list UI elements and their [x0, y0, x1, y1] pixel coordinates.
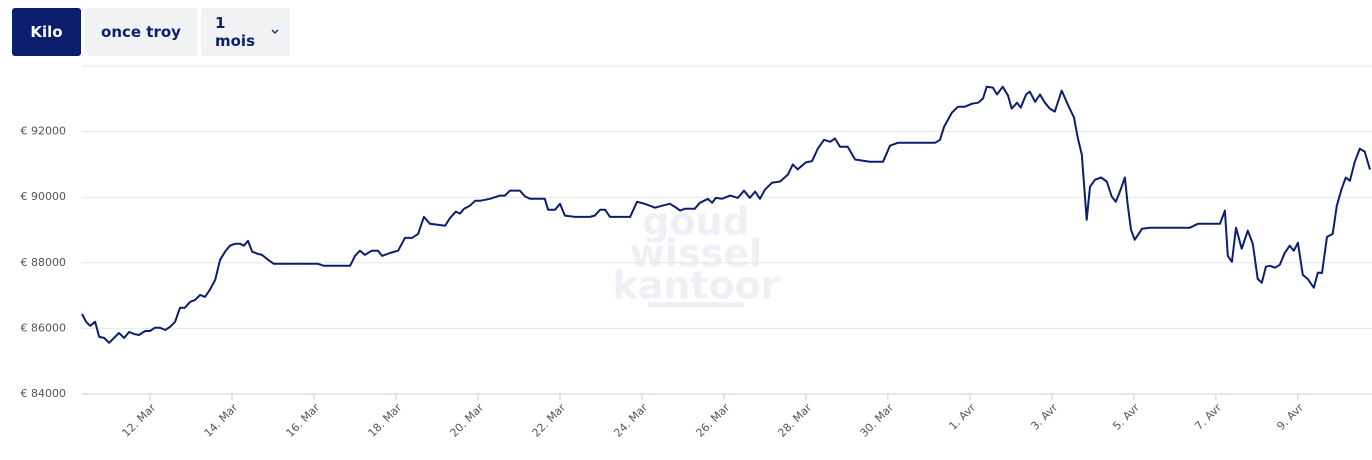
watermark: wissel	[630, 232, 762, 276]
x-tick-label: 16. Mar	[284, 401, 323, 440]
x-tick-label: 5. Avr	[1110, 401, 1142, 433]
period-label: 1 mois	[215, 14, 256, 50]
unit-button[interactable]: Kilo	[12, 8, 81, 56]
x-tick-label: 28. Mar	[775, 401, 814, 440]
x-tick-label: 14. Mar	[202, 401, 241, 440]
watermark-bar	[648, 302, 744, 307]
unit-button[interactable]: once troy	[85, 8, 197, 56]
x-tick-label: 22. Mar	[530, 401, 569, 440]
controls: Kilo once troy 1 mois	[12, 8, 290, 56]
y-tick-label: € 84000	[21, 387, 67, 400]
y-tick-label: € 92000	[21, 125, 67, 138]
y-tick-label: € 88000	[21, 256, 67, 269]
chevron	[271, 29, 279, 34]
x-tick-label: 1. Avr	[946, 401, 978, 433]
y-tick-label: € 86000	[21, 321, 67, 334]
x-tick-label: 18. Mar	[366, 401, 405, 440]
x-tick-label: 9. Avr	[1274, 401, 1306, 433]
price-line	[81, 85, 1371, 344]
watermark: kantoor	[612, 264, 779, 308]
x-tick-label: 12. Mar	[120, 401, 159, 440]
x-tick-label: 7. Avr	[1192, 401, 1224, 433]
x-tick-label: 26. Mar	[693, 401, 732, 440]
y-tick-label: € 90000	[21, 190, 67, 203]
x-tick-label: 3. Avr	[1028, 401, 1060, 433]
period-select[interactable]: 1 mois	[201, 8, 290, 56]
x-tick-label: 30. Mar	[857, 401, 896, 440]
x-tick-label: 24. Mar	[611, 401, 650, 440]
x-tick-label: 20. Mar	[448, 401, 487, 440]
